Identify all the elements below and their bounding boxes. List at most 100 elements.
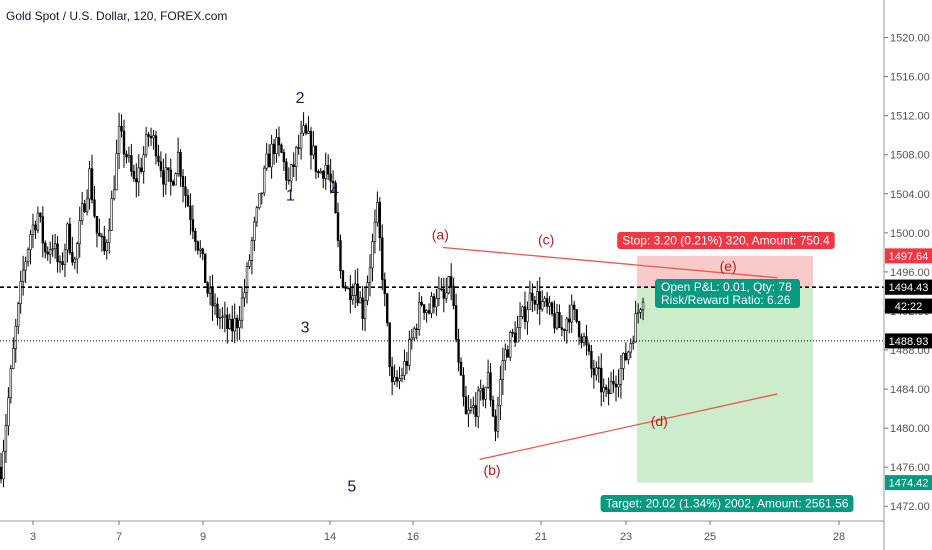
candle-body: [437, 288, 441, 299]
candle-body: [491, 399, 495, 417]
candle-body: [533, 300, 537, 305]
position-zones[interactable]: [637, 255, 813, 483]
candle-body: [540, 301, 544, 310]
price-badge[interactable]: 1497.64: [889, 251, 929, 263]
candle-body: [636, 311, 640, 314]
candle-body: [415, 328, 418, 330]
wave-label-3: 3: [301, 319, 310, 336]
candle-body: [14, 325, 17, 349]
candle-body: [120, 125, 123, 132]
candle-body: [326, 164, 330, 175]
candle-body: [260, 192, 263, 195]
candle-body: [191, 219, 195, 232]
candle-body: [103, 236, 106, 252]
candle-body: [477, 390, 480, 417]
candle-body: [582, 336, 586, 343]
wave-label-a: (a): [432, 227, 449, 243]
price-tick-label: 1480.00: [890, 423, 930, 435]
candle-body: [501, 360, 505, 380]
candle-body: [356, 283, 359, 304]
candle-body: [21, 269, 25, 282]
candle-body: [233, 318, 236, 332]
candle-body: [592, 368, 596, 376]
candle-body: [435, 298, 438, 308]
candle-body: [400, 375, 404, 379]
price-tick-label: 1472.00: [890, 501, 930, 513]
price-badge[interactable]: 1474.42: [889, 478, 929, 490]
time-tick-label: 25: [704, 531, 716, 543]
price-tick-label: 1520.00: [890, 33, 930, 45]
candle-body: [595, 367, 598, 376]
candle-body: [617, 383, 620, 388]
candles: [0, 112, 645, 488]
time-axis[interactable]: 3 7 9 14 16 21 23 25 28: [0, 520, 884, 543]
candle-body: [624, 352, 628, 361]
candle-body: [361, 297, 364, 319]
candle-body: [253, 221, 256, 241]
candle-body: [7, 397, 10, 426]
triangle-lower-line[interactable]: [479, 393, 778, 460]
candle-body: [597, 367, 600, 369]
candle-body: [71, 252, 74, 263]
candle-body: [223, 314, 227, 318]
candle-body: [518, 316, 522, 328]
candle-body: [366, 282, 369, 301]
candle-body: [240, 297, 244, 321]
target-label-text: Target: 20.02 (1.34%) 2002, Amount: 2561…: [606, 497, 849, 511]
target-label: Target: 20.02 (1.34%) 2002, Amount: 2561…: [600, 495, 854, 512]
candle-body: [452, 285, 455, 307]
candle-body: [127, 155, 131, 158]
price-badge[interactable]: 1494.43: [889, 282, 929, 294]
candle-body: [388, 322, 391, 368]
candle-body: [2, 450, 5, 480]
candle-body: [176, 151, 180, 174]
candle-body: [88, 168, 91, 200]
candle-body: [307, 130, 310, 134]
price-axis[interactable]: 1472.001476.001480.001484.001488.001492.…: [883, 0, 932, 550]
candle-body: [302, 125, 305, 134]
candle-body: [336, 212, 340, 241]
price-tick-label: 1508.00: [890, 150, 930, 162]
candle-body: [248, 260, 251, 267]
candle-body: [285, 161, 288, 181]
candle-body: [250, 240, 254, 261]
candle-body: [447, 276, 450, 294]
stop-label: Stop: 3.20 (0.21%) 320, Amount: 750.4: [617, 232, 835, 249]
candle-body: [634, 313, 637, 343]
candle-body: [363, 300, 367, 319]
target-zone[interactable]: [637, 287, 813, 483]
candle-body: [398, 378, 401, 382]
candle-body: [100, 235, 104, 238]
triangle-upper-line[interactable]: [442, 246, 778, 279]
candle-body: [238, 319, 241, 328]
candle-body: [504, 349, 507, 361]
wave-annotations[interactable]: 1 2 3 4 5 (a) (b) (c) (d) (e): [286, 90, 778, 496]
candle-body: [413, 328, 416, 339]
candle-body: [349, 287, 352, 301]
candle-body: [609, 381, 613, 394]
candle-body: [199, 248, 202, 251]
candle-body: [115, 153, 118, 191]
candle-body: [422, 304, 426, 313]
candle-body: [405, 361, 409, 366]
candle-body: [427, 310, 431, 314]
candle-body: [135, 178, 138, 183]
candle-body: [381, 237, 384, 281]
candle-body: [19, 281, 22, 305]
wave-label-4: 4: [330, 183, 339, 200]
candle-body: [31, 224, 35, 235]
candle-body: [179, 151, 182, 177]
candle-body: [555, 312, 559, 329]
price-badge[interactable]: 42:22: [895, 301, 923, 313]
candle-body: [90, 168, 94, 201]
price-badge-bg: [885, 248, 932, 264]
price-badge[interactable]: 1488.93: [889, 336, 929, 348]
candle-body: [479, 388, 482, 392]
candle-body: [196, 241, 199, 251]
wave-label-5: 5: [347, 479, 356, 496]
candle-body: [467, 409, 470, 415]
candle-body: [58, 261, 62, 263]
candle-body: [110, 198, 113, 231]
